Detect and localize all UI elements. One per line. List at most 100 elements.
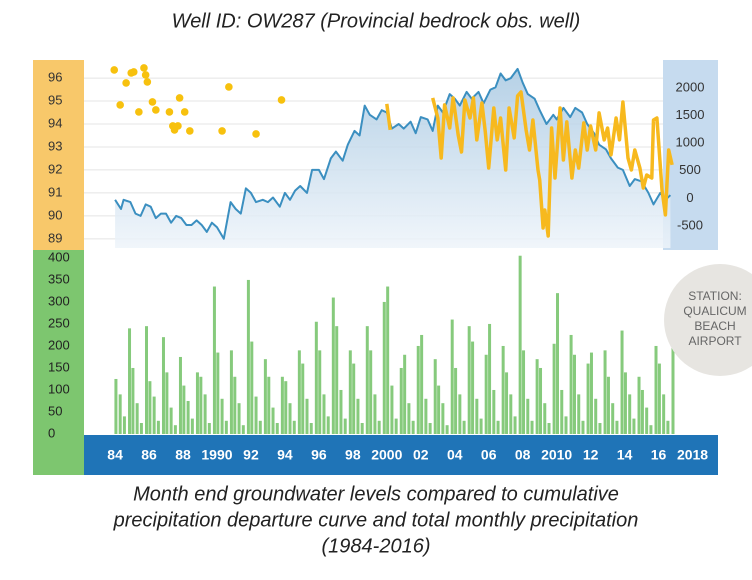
bar	[399, 367, 403, 434]
bar	[122, 416, 126, 434]
bar	[258, 420, 262, 434]
bar	[250, 341, 254, 434]
bar	[373, 394, 377, 434]
bar	[246, 279, 250, 434]
y-tick-label: 91	[48, 184, 62, 199]
station-label: STATION:	[688, 289, 742, 303]
station-label: AIRPORT	[688, 334, 742, 348]
bar	[471, 341, 475, 434]
bar	[569, 334, 573, 434]
bar	[547, 422, 551, 434]
bar	[589, 352, 593, 434]
bar	[241, 425, 245, 434]
bar	[441, 403, 445, 434]
scatter-point	[143, 78, 152, 86]
bar	[280, 376, 284, 434]
y-tick-label: 96	[48, 70, 62, 85]
bar	[233, 376, 237, 434]
bar	[458, 394, 462, 434]
bar	[131, 367, 135, 434]
line	[114, 67, 672, 240]
y2-tick-label: 1500	[676, 107, 705, 122]
scatter-point	[135, 108, 143, 116]
bar	[173, 425, 177, 434]
line	[385, 90, 674, 238]
x-tick-label: 04	[447, 447, 463, 463]
bar	[450, 319, 454, 434]
y-tick-label: 300	[48, 293, 70, 308]
bar	[475, 398, 479, 434]
bar	[161, 337, 165, 434]
bar	[309, 422, 313, 434]
bar	[254, 396, 258, 434]
bar	[611, 403, 615, 434]
bar	[207, 422, 211, 434]
bar	[428, 422, 432, 434]
x-tick-label: 2000	[371, 447, 402, 463]
scatter-point	[174, 122, 182, 130]
x-tick-label: 94	[277, 447, 293, 463]
bar	[530, 420, 534, 434]
bar	[403, 354, 407, 434]
bar	[382, 301, 386, 434]
bar	[263, 359, 267, 434]
bar	[216, 352, 220, 434]
bar	[356, 398, 360, 434]
bar	[284, 381, 288, 434]
caption: (1984-2016)	[322, 535, 431, 557]
scatter-point	[140, 64, 148, 72]
y-tick-label: 90	[48, 207, 62, 222]
bar	[288, 403, 292, 434]
bar	[632, 418, 636, 434]
x-tick-label: 14	[617, 447, 633, 463]
bar	[195, 372, 199, 434]
bar	[318, 350, 322, 434]
bar	[424, 398, 428, 434]
bar	[603, 350, 607, 434]
scatter-point	[165, 108, 174, 116]
bar	[615, 420, 619, 434]
bar	[322, 394, 326, 434]
bar	[671, 330, 675, 434]
bar	[560, 389, 564, 434]
y-tick-label: 200	[48, 337, 70, 352]
bar	[620, 330, 624, 434]
x-tick-label: 08	[515, 447, 531, 463]
bar	[335, 326, 339, 434]
bar	[360, 422, 364, 434]
scatter-point	[277, 96, 286, 104]
bar	[331, 297, 335, 434]
bar	[178, 356, 182, 434]
bar	[581, 420, 585, 434]
y2-tick-label: 500	[679, 162, 701, 177]
bar	[390, 385, 394, 434]
bar	[462, 420, 466, 434]
bar	[348, 350, 352, 434]
bar	[144, 326, 148, 434]
bar	[509, 394, 513, 434]
bar	[190, 418, 194, 434]
bar	[649, 425, 653, 434]
x-tick-label: 84	[107, 447, 123, 463]
bar	[594, 398, 598, 434]
area-fill	[115, 68, 671, 249]
bar	[271, 407, 275, 434]
bar	[598, 422, 602, 434]
bar	[535, 359, 539, 434]
bar	[114, 378, 118, 434]
bar	[484, 354, 488, 434]
scatter-point	[180, 108, 189, 116]
x-tick-label: 92	[243, 447, 259, 463]
bar	[416, 345, 420, 434]
bar	[182, 385, 186, 434]
bar	[326, 416, 330, 434]
bar	[479, 418, 483, 434]
bar	[454, 367, 458, 434]
caption: precipitation departure curve and total …	[113, 509, 639, 531]
y-tick-label: 93	[48, 138, 62, 153]
bar	[369, 350, 373, 434]
bar	[411, 420, 415, 434]
bar	[118, 394, 122, 434]
